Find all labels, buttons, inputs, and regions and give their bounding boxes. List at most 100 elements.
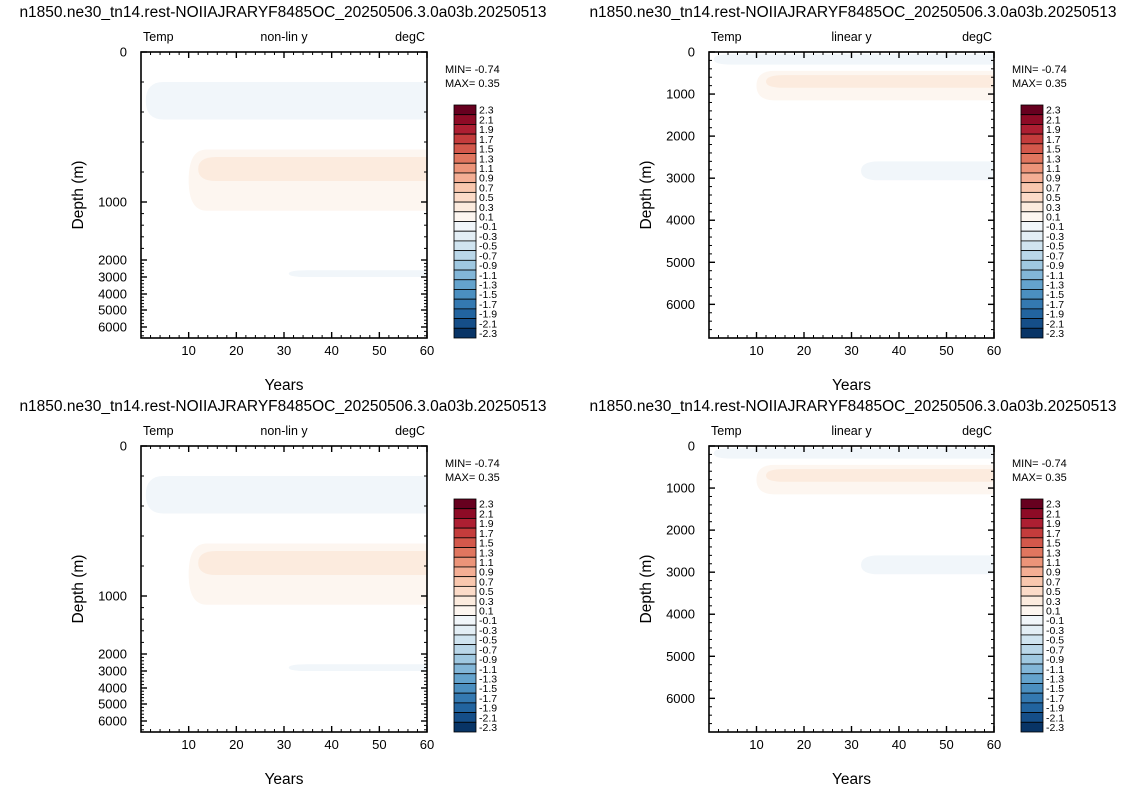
x-tick-label: 60 <box>987 737 1001 752</box>
colorbar-box-1 <box>1020 498 1044 510</box>
y-axis-label: Depth (m) <box>638 161 655 230</box>
contour-region-4 <box>861 555 994 575</box>
colorbar-box-1 <box>1020 104 1044 116</box>
colorbar-label: -2.1 <box>1046 318 1064 330</box>
panel-title: n1850.ne30_tn14.rest-NOIIAJRARYF8485OC_2… <box>19 398 546 415</box>
colorbar-label: -2.3 <box>479 722 497 734</box>
colorbar: 2.32.11.91.71.51.31.10.90.70.50.30.1-0.1… <box>1020 498 1064 734</box>
colorbar-label: 1.7 <box>1046 134 1061 146</box>
max-value-text: MAX= 0.35 <box>445 78 500 90</box>
colorbar-label: 1.1 <box>1046 163 1061 175</box>
y-tick-label: 1000 <box>666 87 695 102</box>
colorbar-label: -1.3 <box>479 673 497 685</box>
colorbar-label: -2.1 <box>479 318 497 330</box>
y-tick-label: 5000 <box>98 697 127 712</box>
y-tick-label: 5000 <box>98 303 127 318</box>
colorbar-box-10 <box>453 585 477 597</box>
colorbar-box-15 <box>453 634 477 646</box>
colorbar-box-9 <box>453 182 477 193</box>
colorbar-box-17 <box>453 259 477 271</box>
colorbar-box-12 <box>1020 605 1044 616</box>
contour-region-3 <box>198 551 427 575</box>
colorbar-label: 0.1 <box>1046 606 1061 618</box>
colorbar-box-14 <box>1020 230 1044 242</box>
colorbar-label: -1.9 <box>479 309 497 321</box>
colorbar-box-11 <box>1020 201 1044 213</box>
colorbar-label: 1.1 <box>479 163 494 175</box>
x-tick-label: 50 <box>939 343 953 358</box>
contour-region-1 <box>713 54 994 65</box>
y-tick-label: 4000 <box>666 607 695 622</box>
colorbar-label: -0.1 <box>479 615 497 627</box>
colorbar-box-8 <box>453 172 477 184</box>
panel-title: n1850.ne30_tn14.rest-NOIIAJRARYF8485OC_2… <box>19 4 546 21</box>
colorbar-box-7 <box>453 162 477 174</box>
colorbar-label: -2.3 <box>1046 722 1064 734</box>
colorbar-label: 1.9 <box>1046 124 1061 136</box>
colorbar-label: -0.3 <box>479 231 497 243</box>
colorbar-label: 0.7 <box>479 576 494 588</box>
y-tick-label: 2000 <box>98 253 127 268</box>
colorbar-label: -0.3 <box>479 625 497 637</box>
colorbar-box-12 <box>453 605 477 616</box>
colorbar-box-10 <box>453 191 477 203</box>
colorbar-box-4 <box>453 133 477 145</box>
chart-panel-4: n1850.ne30_tn14.rest-NOIIAJRARYF8485OC_2… <box>589 398 1116 788</box>
contour-region-1 <box>713 448 994 459</box>
colorbar-box-19 <box>453 279 477 290</box>
colorbar-box-20 <box>453 683 477 694</box>
min-value-text: MIN= -0.74 <box>1012 64 1067 76</box>
y-tick-label: 6000 <box>98 320 127 335</box>
colorbar-label: 0.9 <box>479 173 494 185</box>
y-tick-label: 4000 <box>666 213 695 228</box>
colorbar-box-1 <box>453 104 477 116</box>
colorbar-box-21 <box>1020 692 1044 704</box>
y-tick-label: 6000 <box>98 714 127 729</box>
colorbar-label: 0.5 <box>479 192 494 204</box>
colorbar-label: 1.5 <box>1046 144 1061 156</box>
scale-label: linear y <box>831 424 872 438</box>
colorbar-box-16 <box>1020 250 1044 261</box>
colorbar: 2.32.11.91.71.51.31.10.90.70.50.30.1-0.1… <box>453 498 497 734</box>
colorbar-label: -0.7 <box>479 644 497 656</box>
colorbar-box-15 <box>1020 634 1044 646</box>
y-axis-label: Depth (m) <box>70 555 87 624</box>
colorbar-label: 0.7 <box>1046 576 1061 588</box>
colorbar-box-20 <box>1020 683 1044 694</box>
colorbar-label: 0.1 <box>1046 212 1061 224</box>
colorbar-box-13 <box>453 221 477 232</box>
contour-regions <box>145 82 427 277</box>
colorbar-box-21 <box>453 692 477 704</box>
variable-label: Temp <box>711 30 742 44</box>
colorbar-box-12 <box>453 211 477 222</box>
colorbar-label: 0.1 <box>479 606 494 618</box>
colorbar-label: -0.1 <box>479 221 497 233</box>
colorbar-label: 1.1 <box>479 557 494 569</box>
colorbar-label: 1.5 <box>479 538 494 550</box>
contour-region-4 <box>288 664 427 671</box>
x-tick-label: 20 <box>229 343 243 358</box>
colorbar-box-19 <box>453 673 477 684</box>
colorbar-label: 2.3 <box>479 499 494 511</box>
colorbar-label: -1.1 <box>1046 270 1064 282</box>
colorbar-label: -0.7 <box>1046 644 1064 656</box>
colorbar-label: 0.7 <box>479 182 494 194</box>
x-tick-label: 20 <box>797 343 811 358</box>
colorbar-box-24 <box>1020 721 1044 733</box>
x-tick-label: 40 <box>324 737 338 752</box>
colorbar-label: -1.7 <box>1046 299 1064 311</box>
colorbar-label: 1.3 <box>1046 153 1061 165</box>
colorbar-box-21 <box>453 298 477 310</box>
colorbar-label: -1.7 <box>479 693 497 705</box>
colorbar-box-24 <box>453 721 477 733</box>
max-value-text: MAX= 0.35 <box>1012 78 1067 90</box>
colorbar-label: 0.5 <box>1046 586 1061 598</box>
colorbar-box-3 <box>1020 518 1044 529</box>
y-tick-label: 0 <box>688 439 695 454</box>
colorbar-box-24 <box>453 327 477 339</box>
x-tick-label: 50 <box>939 737 953 752</box>
x-axis-label: Years <box>832 377 871 394</box>
colorbar-box-18 <box>1020 269 1044 281</box>
colorbar-label: -1.7 <box>479 299 497 311</box>
colorbar-label: -1.9 <box>1046 309 1064 321</box>
